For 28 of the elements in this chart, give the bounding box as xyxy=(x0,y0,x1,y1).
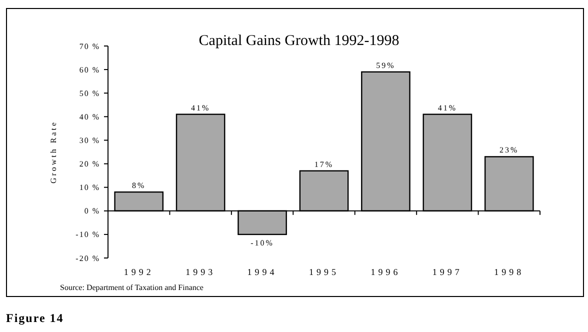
y-tick-label: -10 % xyxy=(76,230,100,240)
y-tick-label: 60 % xyxy=(79,65,100,74)
data-label: 17% xyxy=(314,160,334,169)
y-tick-label: 0 % xyxy=(84,206,100,216)
y-tick-label: -20 % xyxy=(76,254,100,263)
x-tick-label: 1995 xyxy=(309,267,339,277)
data-label: 41% xyxy=(190,103,210,112)
source-note: Source: Department of Taxation and Finance xyxy=(60,283,204,292)
data-label: -10% xyxy=(250,238,274,248)
x-tick-label: 1996 xyxy=(370,267,401,277)
data-label: 8% xyxy=(132,181,146,190)
chart-title: Capital Gains Growth 1992-1998 xyxy=(198,33,400,49)
x-tick-label: 1992 xyxy=(124,267,154,277)
x-tick-label: 1993 xyxy=(186,267,216,277)
y-tick-label: 50 % xyxy=(79,88,100,98)
y-tick-label: 40 % xyxy=(79,112,100,122)
y-axis-title: Growth Rate xyxy=(49,120,58,184)
y-tick-label: 10 % xyxy=(79,183,100,192)
x-tick-label: 1994 xyxy=(247,267,278,277)
x-tick-label: 1997 xyxy=(432,267,462,277)
y-tick-label: 20 % xyxy=(79,160,100,169)
x-tick-label: 1998 xyxy=(494,267,524,277)
caption: Figure 14 xyxy=(6,311,64,325)
data-label: 41% xyxy=(438,103,458,112)
y-tick-label: 70 % xyxy=(79,42,100,51)
data-label: 23% xyxy=(500,146,519,155)
data-label: 59% xyxy=(376,60,396,70)
y-tick-label: 30 % xyxy=(79,136,100,146)
